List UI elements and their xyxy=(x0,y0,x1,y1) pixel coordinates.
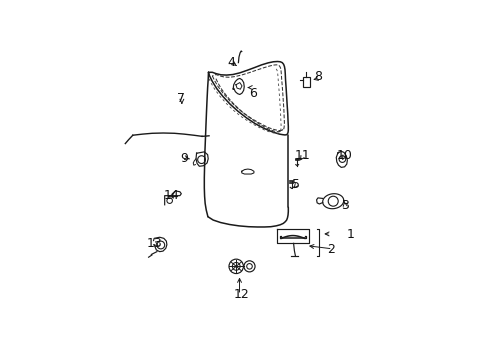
Text: 8: 8 xyxy=(314,70,322,83)
Text: 5: 5 xyxy=(292,178,300,191)
Text: 3: 3 xyxy=(340,199,348,212)
Text: 13: 13 xyxy=(147,237,163,250)
Text: 10: 10 xyxy=(336,149,351,162)
Text: 9: 9 xyxy=(181,152,188,165)
Bar xyxy=(302,77,309,87)
Text: 7: 7 xyxy=(176,92,184,105)
Text: 2: 2 xyxy=(326,243,334,256)
Text: 12: 12 xyxy=(233,288,249,301)
Text: 11: 11 xyxy=(294,149,310,162)
Text: 1: 1 xyxy=(346,228,354,241)
Text: 4: 4 xyxy=(227,56,235,69)
Text: 14: 14 xyxy=(163,189,179,202)
Text: 6: 6 xyxy=(249,87,257,100)
